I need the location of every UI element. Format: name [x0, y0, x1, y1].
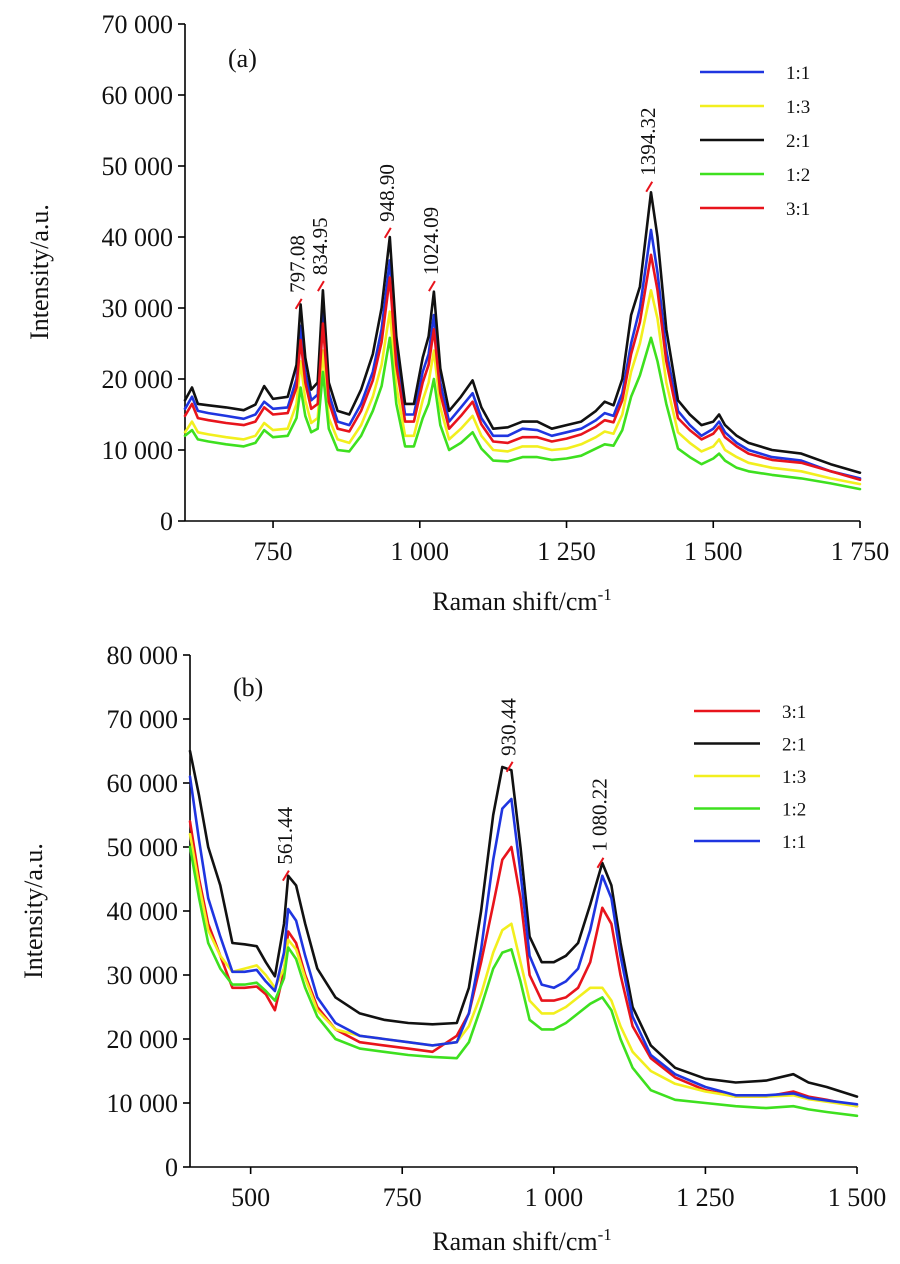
x-tick-label: 500 — [231, 1183, 270, 1212]
peak-marker — [505, 761, 514, 773]
y-axis-title: Intensity/a.u. — [19, 843, 48, 979]
y-tick-label: 60 000 — [107, 769, 179, 798]
x-tick-label: 1 500 — [828, 1183, 887, 1212]
peak-label: 948.90 — [375, 164, 399, 222]
y-tick-label: 10 000 — [107, 1089, 179, 1118]
x-tick-label: 1 250 — [537, 537, 596, 566]
panel-a-chart: 0 10 000 20 000 30 000 40 000 50 000 60 000 70 … — [25, 10, 889, 616]
y-tick-label: 40 000 — [102, 223, 174, 252]
y-tick-label: 60 000 — [102, 81, 174, 110]
peak-marker — [383, 227, 392, 239]
peak-label: 1024.09 — [419, 207, 443, 275]
peak-marker — [596, 857, 605, 869]
x-axis-title: Raman shift/cm-1 — [432, 1225, 612, 1256]
x-tick-label: 1 000 — [525, 1183, 584, 1212]
legend-label: 1:1 — [782, 832, 806, 853]
peak-marker — [428, 280, 436, 292]
series-line-3-1 — [188, 820, 859, 1108]
x-tick-label: 1 000 — [391, 537, 450, 566]
x-tick-label: 1 250 — [676, 1183, 735, 1212]
legend-label: 1:3 — [786, 97, 810, 118]
peak-label: 1 080.22 — [587, 778, 611, 852]
legend-label: 3:1 — [782, 702, 806, 723]
series-line-1-1 — [188, 775, 859, 1106]
series-line-2-1 — [188, 749, 859, 1098]
y-tick-label: 20 000 — [102, 365, 174, 394]
y-tick-label: 30 000 — [102, 294, 174, 323]
peak-marker — [645, 181, 654, 193]
series-line-2-1 — [183, 191, 862, 475]
y-tick-label: 50 000 — [107, 833, 179, 862]
series-line-1-3 — [188, 832, 859, 1108]
series-line-3-1 — [183, 253, 862, 482]
panel-label: (b) — [233, 673, 263, 702]
x-tick-label: 750 — [383, 1183, 422, 1212]
series-line-1-2 — [188, 845, 859, 1118]
legend-label: 1:3 — [782, 767, 806, 788]
legend-label: 2:1 — [786, 131, 810, 152]
y-tick-label: 20 000 — [107, 1025, 179, 1054]
legend-label: 3:1 — [786, 199, 810, 220]
legend-label: 2:1 — [782, 735, 806, 756]
legend-label: 1:2 — [786, 165, 810, 186]
peak-label: 834.95 — [308, 217, 332, 275]
peak-marker — [294, 298, 303, 310]
x-axis-title: Raman shift/cm-1 — [432, 585, 612, 616]
panel-label: (a) — [228, 44, 257, 73]
series-line-1-2 — [183, 336, 862, 491]
peak-marker — [282, 870, 290, 882]
y-axis-title: Intensity/a.u. — [25, 204, 54, 340]
peak-label: 561.44 — [273, 806, 297, 864]
y-tick-label: 10 000 — [102, 436, 174, 465]
x-tick-label: 1 500 — [684, 537, 743, 566]
y-tick-label: 40 000 — [107, 897, 179, 926]
peak-label: 930.44 — [497, 698, 521, 756]
legend-label: 1:1 — [786, 63, 810, 84]
y-tick-label: 0 — [165, 1153, 178, 1182]
peak-label: 1394.32 — [636, 108, 660, 176]
y-tick-label: 30 000 — [107, 961, 179, 990]
x-tick-label: 1 750 — [831, 537, 890, 566]
y-tick-label: 80 000 — [107, 641, 179, 670]
legend-label: 1:2 — [782, 800, 806, 821]
x-tick-label: 750 — [254, 537, 293, 566]
peak-label: 797.08 — [286, 235, 310, 293]
peak-marker — [317, 280, 325, 292]
y-tick-label: 70 000 — [107, 705, 179, 734]
panel-b-chart: 0 10 000 20 000 30 000 40 000 50 000 60 000 70 … — [19, 641, 886, 1256]
y-tick-label: 0 — [160, 507, 173, 536]
y-tick-label: 50 000 — [102, 152, 174, 181]
series-line-1-3 — [183, 288, 862, 486]
y-tick-label: 70 000 — [102, 10, 174, 39]
